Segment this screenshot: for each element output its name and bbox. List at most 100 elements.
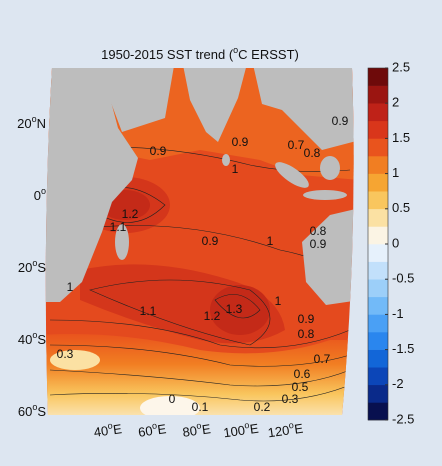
text-part: 100 — [222, 423, 246, 441]
text-part: o — [288, 420, 294, 431]
text-part: E — [112, 422, 123, 438]
colorbar-tick-label: -0.5 — [392, 271, 414, 286]
text-part: o — [32, 258, 37, 268]
lat-tick-label: 20oS — [18, 258, 46, 275]
colorbar-segment — [368, 226, 388, 245]
lon-tick-label: 120oE — [267, 419, 305, 441]
text-part: S — [37, 332, 46, 347]
colorbar-segment — [368, 138, 388, 157]
colorbar-segment — [368, 244, 388, 262]
colorbar-tick-label: 1.5 — [392, 130, 410, 145]
contour-label: 0.9 — [310, 237, 327, 251]
text-part: 80 — [182, 423, 198, 440]
text-part: 20 — [17, 116, 31, 131]
colorbar-segment — [368, 332, 388, 350]
colorbar-tick-label: 0 — [392, 235, 399, 250]
colorbar-segment — [368, 208, 388, 227]
colorbar-segment — [368, 68, 388, 86]
ocean-field — [140, 396, 200, 415]
contour-label: 1 — [67, 280, 74, 294]
lon-tick-label: 100oE — [222, 419, 260, 441]
colorbar-segment — [368, 103, 388, 122]
text-part: o — [151, 421, 157, 432]
text-part: 0 — [34, 188, 41, 203]
colorbar-segment — [368, 173, 388, 192]
contour-label: 0.3 — [57, 347, 74, 361]
contour-label: 1.3 — [226, 302, 243, 316]
colorbar-tick-label: -2.5 — [392, 411, 414, 426]
contour-label: 0.7 — [314, 352, 331, 366]
contour-label: 0.9 — [150, 144, 167, 158]
text-part: o — [196, 421, 202, 432]
colorbar-segment — [368, 120, 388, 139]
contour-label: 0.8 — [310, 224, 327, 238]
text-part: 1950-2015 SST trend ( — [101, 47, 234, 62]
chart-title: 1950-2015 SST trend (oC ERSST) — [101, 45, 299, 62]
contour-label: 0.8 — [304, 146, 321, 160]
colorbar-tick-label: 2 — [392, 95, 399, 110]
contour-label: 0.6 — [294, 367, 311, 381]
colorbar-tick-label: -1 — [392, 306, 404, 321]
text-part: N — [37, 116, 46, 131]
text-part: 120 — [267, 423, 291, 441]
lon-tick-label: 60oE — [137, 419, 168, 440]
text-part: C ERSST) — [238, 47, 299, 62]
contour-label: 1 — [275, 294, 282, 308]
text-part: o — [233, 45, 238, 55]
map-labels: 1950-2015 SST trend (oC ERSST)20oN0o20oS… — [17, 45, 414, 440]
contour-label: 0.7 — [288, 138, 305, 152]
colorbar-segment — [368, 314, 388, 333]
colorbar-tick-label: 1 — [392, 165, 399, 180]
lat-tick-label: 40oS — [18, 330, 46, 347]
text-part: o — [32, 114, 37, 124]
lat-tick-label: 20oN — [17, 114, 46, 131]
text-part: o — [107, 421, 113, 432]
contour-label: 0.9 — [332, 114, 349, 128]
text-part: S — [37, 404, 46, 419]
text-part: E — [249, 421, 260, 437]
contour-label: 0.9 — [202, 234, 219, 248]
contour-label: 0.3 — [282, 392, 299, 406]
ocean-field — [210, 285, 270, 335]
contour-label: 0.2 — [254, 400, 271, 414]
contour-label: 0.8 — [298, 327, 315, 341]
contour-label: 1.1 — [140, 304, 157, 318]
colorbar-segment — [368, 349, 388, 368]
text-part: 40 — [93, 423, 109, 440]
text-part: o — [32, 330, 37, 340]
colorbar-tick-label: -2 — [392, 376, 404, 391]
contour-label: 1.1 — [110, 220, 127, 234]
ocean-field — [45, 334, 354, 415]
text-part: 60 — [18, 404, 32, 419]
contour-label: 1.2 — [122, 207, 139, 221]
contour-label: 0.9 — [232, 135, 249, 149]
colorbar-segment — [368, 384, 388, 403]
colorbar-tick-label: 2.5 — [392, 59, 410, 74]
text-part: 20 — [18, 260, 32, 275]
text-part: 60 — [137, 423, 153, 440]
ocean-field — [50, 350, 100, 370]
colorbar-tick-label: -1.5 — [392, 341, 414, 356]
lon-tick-label: 80oE — [181, 419, 212, 440]
text-part: E — [293, 421, 304, 437]
land — [45, 68, 354, 305]
colorbar-segment — [368, 85, 388, 104]
colorbar-segment — [368, 261, 388, 280]
contour-label: 0 — [169, 392, 176, 406]
text-part: o — [41, 186, 46, 196]
colorbar-tick-label: 0.5 — [392, 200, 410, 215]
contour-label: 0.9 — [298, 312, 315, 326]
text-part: o — [32, 402, 37, 412]
contour-label: 1 — [267, 234, 274, 248]
contour-label: 0.1 — [192, 400, 209, 414]
colorbar-segment — [368, 402, 388, 421]
colorbar-segment — [368, 296, 388, 315]
colorbar-segment — [368, 191, 388, 210]
colorbar-segment — [368, 367, 388, 386]
text-part: E — [201, 422, 212, 438]
text-part: E — [157, 422, 168, 438]
map-area — [45, 68, 354, 415]
contour-label: 0.5 — [292, 380, 309, 394]
